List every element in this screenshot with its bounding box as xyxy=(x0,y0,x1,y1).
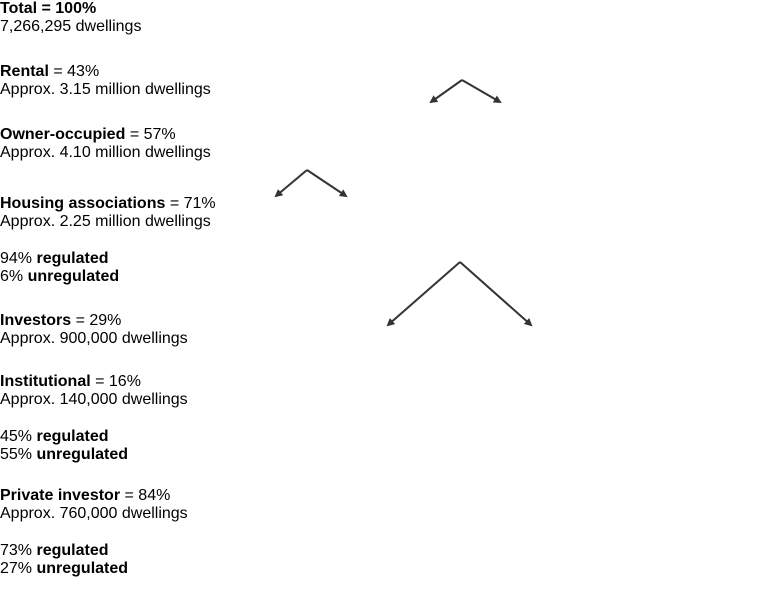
node-detail: Approx. 2.25 million dwellings xyxy=(0,213,211,230)
breakdown-label: unregulated xyxy=(36,560,129,577)
breakdown-label: regulated xyxy=(36,250,109,267)
node-detail: Approx. 140,000 dwellings xyxy=(0,391,188,408)
node-detail: Approx. 4.10 million dwellings xyxy=(0,144,211,161)
node-box: Housing associations = 71% Approx. 2.25 m… xyxy=(0,189,295,250)
node-name: Housing associations xyxy=(0,195,166,212)
breakdown-label: unregulated xyxy=(27,268,120,285)
node-name: Rental xyxy=(0,63,49,80)
arrow xyxy=(306,169,348,198)
node-share: = 16% xyxy=(95,373,141,390)
node-share: = 84% xyxy=(124,487,171,504)
breakdown-percent: 94% xyxy=(0,250,33,267)
arrow xyxy=(386,261,461,327)
breakdown-percent: 73% xyxy=(0,542,33,559)
node-name: Owner-occupied xyxy=(0,126,126,143)
arrows xyxy=(274,79,533,327)
node-heading: Investors = 29% xyxy=(0,312,285,330)
node-name: Investors xyxy=(0,312,72,329)
arrow xyxy=(429,79,463,104)
breakdown-box: 73% regulated 27% unregulated xyxy=(0,542,302,595)
node-heading: Private investor = 84% xyxy=(0,487,302,505)
node-box: Total = 100% 7,266,295 dwellings xyxy=(0,0,233,63)
arrow xyxy=(459,261,533,327)
node-heading: Housing associations = 71% xyxy=(0,195,295,213)
breakdown-row: 27% unregulated xyxy=(0,560,302,578)
node-name: Total xyxy=(0,0,38,17)
node-share: = 43% xyxy=(53,63,100,80)
node-detail: Approx. 760,000 dwellings xyxy=(0,505,188,522)
node-detail: Approx. 900,000 dwellings xyxy=(0,330,188,347)
node-share: = 71% xyxy=(169,195,216,212)
node-detail: Approx. 3.15 million dwellings xyxy=(0,81,211,98)
breakdown-label: unregulated xyxy=(36,446,129,463)
node-heading: Institutional = 16% xyxy=(0,373,264,391)
breakdown-row: 55% unregulated xyxy=(0,446,264,464)
breakdown-percent: 6% xyxy=(0,268,24,285)
node-box: Rental = 43% Approx. 3.15 million dwellin… xyxy=(0,63,278,126)
node-heading: Owner-occupied = 57% xyxy=(0,126,283,144)
arrow xyxy=(461,79,502,104)
node-name: Private investor xyxy=(0,487,121,504)
node-detail: 7,266,295 dwellings xyxy=(0,18,142,35)
diagram: Total = 100% 7,266,295 dwellings Rental = … xyxy=(0,0,533,577)
arrow xyxy=(274,169,308,198)
node-share: = 29% xyxy=(75,312,122,329)
node-box: Institutional = 16% Approx. 140,000 dwell… xyxy=(0,367,264,428)
node-heading: Total = 100% xyxy=(0,0,233,18)
breakdown-label: regulated xyxy=(36,542,109,559)
node-share: = 100% xyxy=(41,0,97,17)
node-share: = 57% xyxy=(129,126,176,143)
node-box: Private investor = 84% Approx. 760,000 dw… xyxy=(0,481,302,542)
breakdown-percent: 27% xyxy=(0,560,33,577)
node-heading: Rental = 43% xyxy=(0,63,278,81)
breakdown-row: 94% regulated xyxy=(0,250,295,268)
breakdown-row: 6% unregulated xyxy=(0,268,295,286)
breakdown-row: 73% regulated xyxy=(0,542,302,560)
node-box: Investors = 29% Approx. 900,000 dwellings xyxy=(0,306,285,367)
breakdown-box: 94% regulated 6% unregulated xyxy=(0,250,295,306)
node-name: Institutional xyxy=(0,373,91,390)
node-box: Owner-occupied = 57% Approx. 4.10 million… xyxy=(0,126,283,189)
breakdown-percent: 55% xyxy=(0,446,33,463)
